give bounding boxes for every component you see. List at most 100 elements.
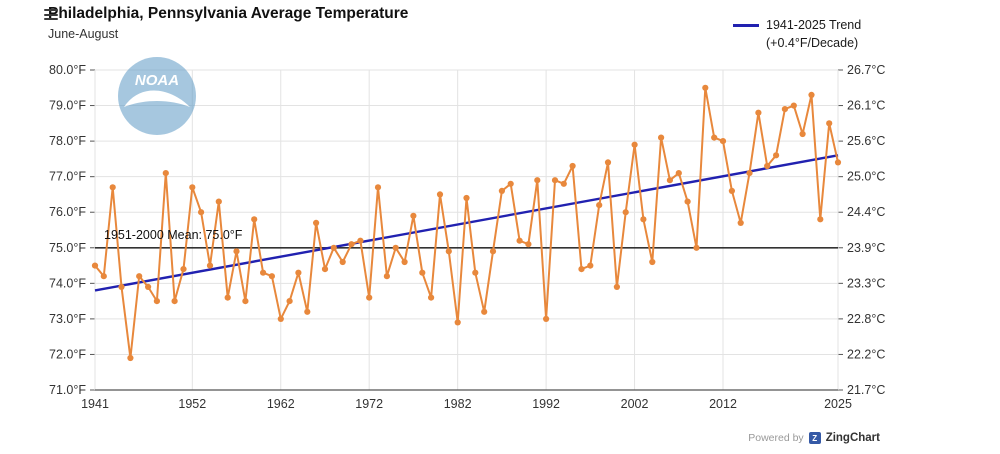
data-point-marker[interactable] [834, 159, 842, 166]
data-point-marker[interactable] [587, 262, 594, 269]
data-point-marker[interactable] [162, 170, 169, 177]
data-point-marker[interactable] [251, 216, 258, 223]
data-point-marker[interactable] [489, 248, 497, 255]
data-point-marker[interactable] [153, 298, 160, 305]
data-point-marker[interactable] [330, 244, 337, 251]
data-point-marker[interactable] [799, 130, 806, 138]
y-axis-label-fahrenheit: 80.0°F [49, 63, 86, 77]
data-point-marker[interactable] [826, 120, 833, 127]
menu-bar [44, 18, 58, 20]
data-point-marker[interactable] [171, 298, 178, 305]
data-point-marker[interactable] [268, 273, 275, 280]
data-point-marker[interactable] [764, 162, 771, 170]
data-point-marker[interactable] [100, 273, 107, 280]
data-point-marker[interactable] [817, 216, 824, 223]
data-point-marker[interactable] [91, 262, 99, 269]
data-point-marker[interactable] [313, 219, 320, 226]
data-point-marker[interactable] [321, 266, 329, 273]
data-point-marker[interactable] [649, 258, 656, 266]
data-point-marker[interactable] [304, 308, 311, 315]
y-axis-label-fahrenheit: 78.0°F [49, 134, 86, 148]
data-point-marker[interactable] [428, 294, 435, 301]
data-point-marker[interactable] [206, 262, 214, 269]
data-point-marker[interactable] [366, 294, 373, 301]
data-point-marker[interactable] [684, 198, 691, 205]
data-point-marker[interactable] [737, 219, 744, 226]
y-axis-label-fahrenheit: 74.0°F [49, 276, 86, 290]
y-axis-label-celsius: 25.6°C [847, 134, 885, 148]
data-point-marker[interactable] [578, 266, 585, 273]
data-point-marker[interactable] [622, 209, 629, 216]
data-point-marker[interactable] [613, 283, 621, 290]
data-point-marker[interactable] [463, 194, 470, 202]
data-point-marker[interactable] [560, 180, 567, 187]
data-point-marker[interactable] [189, 184, 196, 191]
data-point-marker[interactable] [666, 177, 674, 184]
data-point-marker[interactable] [118, 283, 125, 290]
data-point-marker[interactable] [702, 84, 709, 91]
data-point-marker[interactable] [773, 152, 780, 159]
data-point-marker[interactable] [198, 209, 205, 216]
data-point-marker[interactable] [374, 184, 382, 191]
data-point-marker[interactable] [286, 298, 293, 305]
data-point-marker[interactable] [242, 298, 249, 305]
data-point-marker[interactable] [525, 241, 532, 248]
data-point-marker[interactable] [180, 266, 187, 273]
data-point-marker[interactable] [224, 294, 231, 301]
data-point-marker[interactable] [604, 159, 612, 166]
data-point-marker[interactable] [419, 269, 426, 276]
x-axis-label: 1952 [178, 397, 206, 411]
data-point-marker[interactable] [746, 170, 753, 177]
data-point-marker[interactable] [755, 109, 762, 116]
data-point-marker[interactable] [790, 102, 797, 109]
data-point-marker[interactable] [454, 319, 461, 326]
data-point-marker[interactable] [551, 177, 559, 184]
data-point-marker[interactable] [596, 202, 603, 209]
data-point-marker[interactable] [392, 244, 399, 251]
data-point-marker[interactable] [445, 248, 452, 255]
data-point-marker[interactable] [728, 187, 736, 194]
y-axis-label-fahrenheit: 79.0°F [49, 99, 86, 113]
data-point-marker[interactable] [339, 258, 346, 266]
data-point-marker[interactable] [543, 315, 550, 322]
data-point-marker[interactable] [507, 180, 514, 187]
data-point-marker[interactable] [357, 237, 364, 244]
x-axis-label: 1941 [81, 397, 109, 411]
legend-trend-swatch [733, 24, 759, 27]
data-point-marker[interactable] [233, 248, 240, 255]
data-point-marker[interactable] [719, 138, 727, 145]
data-point-marker[interactable] [295, 269, 302, 276]
data-point-marker[interactable] [569, 162, 576, 170]
data-point-marker[interactable] [348, 241, 355, 248]
data-point-marker[interactable] [109, 184, 116, 191]
data-point-marker[interactable] [498, 187, 505, 194]
data-point-marker[interactable] [401, 258, 408, 266]
data-point-marker[interactable] [808, 91, 815, 98]
data-point-marker[interactable] [534, 177, 541, 184]
data-point-marker[interactable] [410, 212, 417, 219]
data-point-marker[interactable] [145, 283, 152, 290]
data-point-marker[interactable] [693, 244, 700, 251]
data-point-marker[interactable] [260, 269, 267, 276]
x-axis-label: 1962 [267, 397, 295, 411]
data-point-marker[interactable] [481, 308, 488, 315]
footer: Powered by Z ZingChart [748, 432, 880, 444]
data-point-marker[interactable] [640, 216, 647, 223]
zingchart-brand-link[interactable]: ZingChart [825, 432, 880, 444]
data-point-marker[interactable] [631, 141, 638, 148]
data-point-marker[interactable] [711, 134, 718, 141]
data-point-marker[interactable] [472, 269, 479, 276]
data-point-marker[interactable] [215, 198, 222, 205]
y-axis-label-celsius: 22.2°C [847, 347, 885, 361]
data-point-marker[interactable] [516, 237, 523, 244]
data-point-marker[interactable] [675, 170, 682, 177]
data-point-marker[interactable] [277, 315, 284, 322]
data-point-marker[interactable] [127, 354, 134, 362]
data-point-marker[interactable] [781, 106, 789, 113]
legend: 1941-2025 Trend (+0.4°F/Decade) [733, 16, 861, 52]
data-point-marker[interactable] [658, 134, 665, 141]
data-point-marker[interactable] [436, 191, 444, 198]
data-point-marker[interactable] [136, 273, 143, 280]
chart-menu-icon[interactable] [44, 9, 58, 20]
data-point-marker[interactable] [383, 273, 390, 280]
